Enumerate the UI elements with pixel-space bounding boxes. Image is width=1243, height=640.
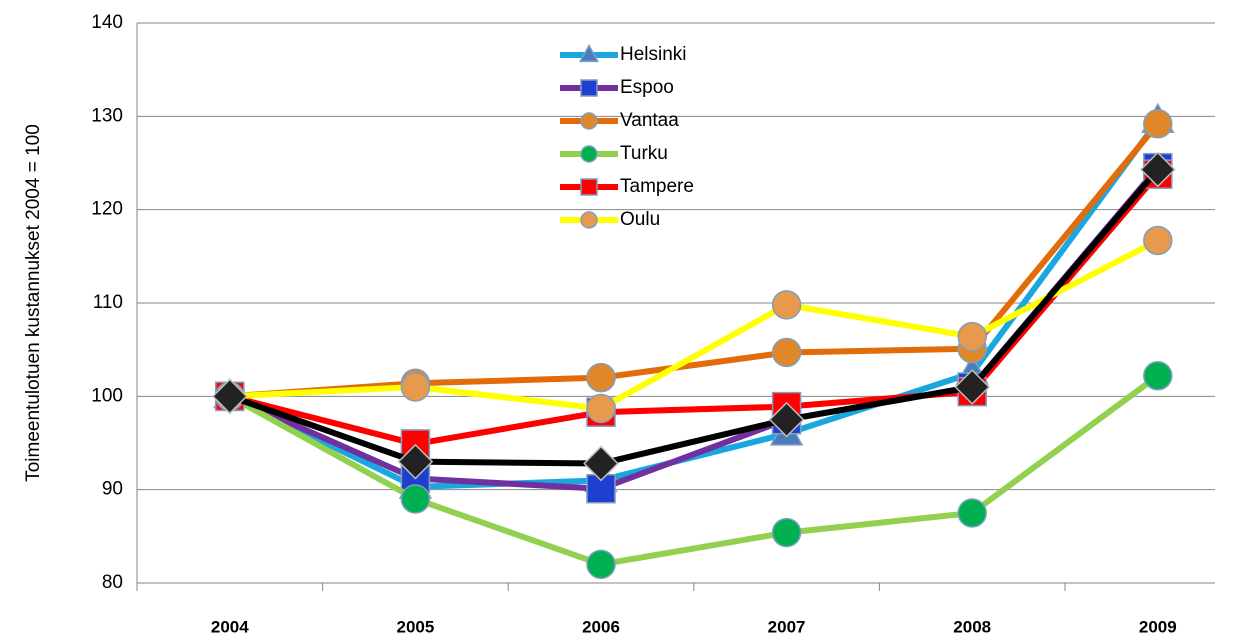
series-line [228, 373, 1160, 568]
marker [1143, 109, 1173, 139]
marker [580, 112, 598, 130]
legend-label: Espoo [620, 77, 674, 98]
marker [586, 362, 616, 393]
legend-label: Vantaa [620, 110, 679, 131]
marker [580, 79, 598, 97]
marker [771, 517, 802, 548]
marker [1143, 361, 1173, 391]
marker [397, 443, 434, 480]
y-tick-label: 140 [91, 12, 123, 33]
series-line [229, 237, 1160, 412]
y-tick-label: 120 [91, 199, 123, 220]
series-line [229, 121, 1161, 400]
marker [583, 445, 619, 482]
x-tick-label: 2009 [1139, 617, 1177, 635]
x-tick-label: 2005 [396, 617, 434, 635]
marker [771, 337, 802, 368]
series-line [228, 167, 1161, 467]
y-tick-label: 90 [102, 479, 123, 500]
marker [586, 393, 616, 424]
y-tick-label: 100 [91, 385, 123, 406]
marker [954, 369, 991, 405]
marker [768, 401, 805, 438]
marker [1143, 225, 1173, 256]
marker [580, 211, 598, 229]
y-tick-label: 130 [91, 105, 123, 126]
marker [211, 378, 248, 415]
marker [578, 43, 600, 63]
y-axis-label: Toimeentulotuen kustannukset 2004 = 100 [23, 124, 44, 482]
y-tick-label: 110 [93, 292, 123, 313]
legend-label: Oulu [620, 209, 660, 230]
y-tick-label: 80 [102, 572, 123, 593]
x-tick-label: 2008 [953, 617, 991, 635]
marker [957, 498, 987, 528]
legend-label: Tampere [620, 176, 694, 197]
x-tick-label: 2004 [211, 617, 249, 635]
legend-label: Helsinki [620, 44, 687, 65]
marker [1139, 151, 1176, 188]
x-tick-label: 2006 [582, 617, 620, 635]
marker [400, 484, 431, 514]
marker [957, 321, 987, 352]
marker [586, 549, 616, 580]
x-tick-label: 2007 [768, 617, 806, 635]
marker [400, 372, 431, 402]
series-line [229, 172, 1161, 447]
legend-label: Turku [620, 143, 668, 164]
marker [580, 145, 598, 163]
marker [580, 178, 598, 196]
marker [771, 290, 802, 320]
